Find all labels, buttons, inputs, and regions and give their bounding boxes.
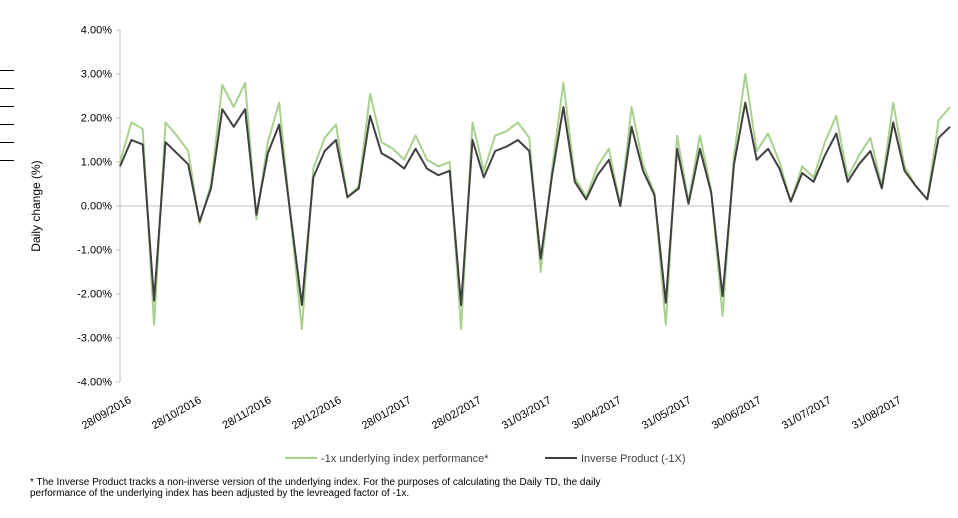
footnote-line-2: performance of the underlying index has … bbox=[30, 488, 410, 499]
x-tick-label: 28/09/2016 bbox=[80, 394, 134, 432]
line-chart: 4.00% 3.00% 2.00% 1.00% 0.00% -1.00% -2.00% -3.… bbox=[29, 25, 951, 465]
side-tick-marks bbox=[0, 70, 14, 178]
side-tick bbox=[0, 160, 14, 161]
y-tick-label: 4.00% bbox=[81, 25, 112, 37]
side-tick bbox=[0, 106, 14, 107]
x-tick-label: 30/06/2017 bbox=[710, 394, 764, 432]
x-tick-label: 28/12/2016 bbox=[290, 394, 344, 432]
x-tick-label: 31/05/2017 bbox=[640, 394, 694, 432]
footnote: * The Inverse Product tracks a non-inver… bbox=[30, 477, 930, 499]
x-tick-label: 28/11/2016 bbox=[221, 394, 274, 432]
y-tick-label: -1.00% bbox=[77, 245, 112, 257]
legend-label-2: Inverse Product (-1X) bbox=[581, 453, 686, 465]
x-tick-label: 28/02/2017 bbox=[430, 394, 484, 432]
y-tick-label: -4.00% bbox=[77, 377, 112, 389]
y-tick-label: 2.00% bbox=[81, 113, 112, 125]
side-tick bbox=[0, 88, 14, 89]
x-tick-label: 30/04/2017 bbox=[570, 394, 624, 432]
footnote-line-1: * The Inverse Product tracks a non-inver… bbox=[30, 477, 601, 488]
y-axis-title: Daily change (%) bbox=[29, 160, 43, 251]
legend-label-1: -1x underlying index performance* bbox=[321, 453, 489, 465]
series-line-2 bbox=[119, 101, 951, 306]
side-tick bbox=[0, 70, 14, 71]
y-tick-label: -3.00% bbox=[77, 333, 112, 345]
x-tick-label: 31/03/2017 bbox=[500, 394, 554, 432]
side-tick bbox=[0, 124, 14, 125]
y-tick-label: 3.00% bbox=[81, 69, 112, 81]
y-tick-label: 0.00% bbox=[81, 201, 112, 213]
x-tick-label: 31/07/2017 bbox=[780, 394, 834, 432]
y-tick-label: -2.00% bbox=[77, 289, 112, 301]
y-tick-label: 1.00% bbox=[81, 157, 112, 169]
x-tick-label: 31/08/2017 bbox=[850, 394, 904, 432]
x-tick-label: 28/10/2016 bbox=[150, 394, 204, 432]
side-tick bbox=[0, 142, 14, 143]
x-tick-label: 28/01/2017 bbox=[360, 394, 414, 432]
